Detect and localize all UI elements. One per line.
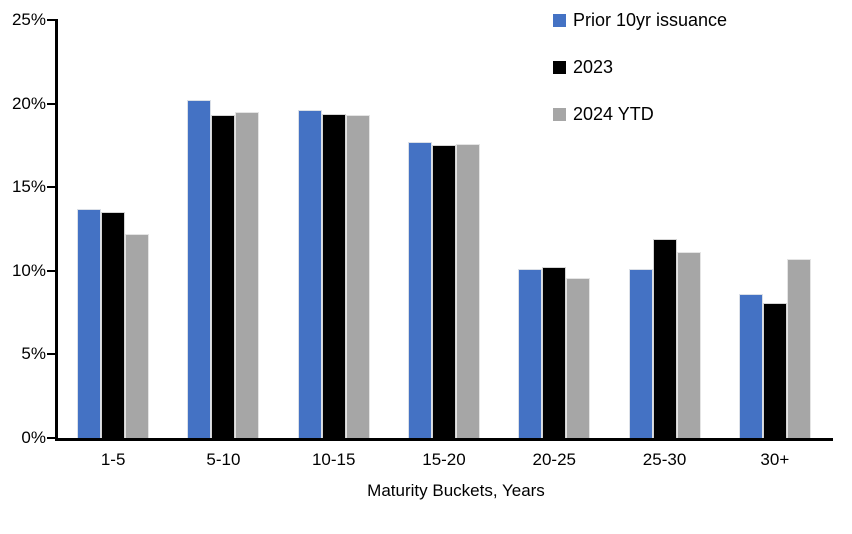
bar-2024-ytd-15-20 xyxy=(455,143,480,438)
bar-2023-15-20 xyxy=(431,145,456,438)
bar-2023-30plus xyxy=(762,302,787,438)
legend-item-2023: 2023 xyxy=(553,57,727,78)
y-axis-tick-label-10: 10% xyxy=(11,260,46,280)
bar-2023-1-5 xyxy=(101,212,126,438)
x-axis-title: Maturity Buckets, Years xyxy=(367,481,545,500)
bar-group-15-20 xyxy=(389,20,499,438)
bar-group-5-10 xyxy=(168,20,278,438)
legend-label-2023: 2023 xyxy=(573,57,614,77)
bar-prior-10yr-issuance-25-30 xyxy=(628,269,653,438)
bar-2023-5-10 xyxy=(211,115,236,438)
legend-swatch-icon xyxy=(553,61,566,74)
x-axis-line xyxy=(55,438,833,441)
y-axis-tick-10 xyxy=(47,269,56,272)
legend-item-2024-ytd: 2024 YTD xyxy=(553,104,727,125)
legend-label-prior-10yr-issuance: Prior 10yr issuance xyxy=(573,10,728,30)
bar-group-25-30 xyxy=(609,20,719,438)
bar-group-10-15 xyxy=(279,20,389,438)
x-axis-label-10-15: 10-15 xyxy=(311,450,356,469)
y-axis-tick-15 xyxy=(47,186,56,189)
legend-swatch-icon xyxy=(553,108,566,121)
bar-prior-10yr-issuance-30plus xyxy=(738,294,763,438)
bar-2023-10-15 xyxy=(321,113,346,438)
legend-label-2024-ytd: 2024 YTD xyxy=(573,104,654,124)
bar-2024-ytd-30plus xyxy=(786,259,811,438)
y-axis-tick-20 xyxy=(47,102,56,105)
bar-group-20-25 xyxy=(499,20,609,438)
y-axis-tick-0 xyxy=(47,437,56,439)
y-axis-tick-label-15: 15% xyxy=(11,177,46,197)
bar-2024-ytd-10-15 xyxy=(345,115,370,438)
bar-2024-ytd-20-25 xyxy=(566,277,591,438)
bar-prior-10yr-issuance-1-5 xyxy=(77,208,102,438)
y-axis-tick-label-5: 5% xyxy=(21,344,46,364)
x-axis-label-20-25: 20-25 xyxy=(532,450,576,469)
y-axis-tick-5 xyxy=(47,353,56,356)
bar-prior-10yr-issuance-5-10 xyxy=(187,100,212,438)
bar-2024-ytd-5-10 xyxy=(235,111,260,438)
legend: Prior 10yr issuance 2023 2024 YTD xyxy=(553,10,727,125)
x-axis-label-25-30: 25-30 xyxy=(642,450,687,469)
bar-group-30plus xyxy=(720,20,830,438)
bar-prior-10yr-issuance-20-25 xyxy=(518,269,543,438)
plot-area xyxy=(58,20,830,438)
y-axis-line xyxy=(55,19,58,440)
x-axis-label-1-5: 1-5 xyxy=(100,450,126,469)
x-axis-label-15-20: 15-20 xyxy=(422,450,466,469)
y-axis-tick-label-25: 25% xyxy=(11,10,46,29)
legend-item-prior-10yr-issuance: Prior 10yr issuance xyxy=(553,10,727,31)
bar-prior-10yr-issuance-10-15 xyxy=(297,110,322,438)
y-axis-tick-label-20: 20% xyxy=(11,93,46,113)
y-axis-tick-label-0: 0% xyxy=(21,428,46,447)
x-axis-label-30plus: 30+ xyxy=(760,450,790,469)
bar-2023-25-30 xyxy=(652,239,677,438)
bar-2024-ytd-1-5 xyxy=(125,234,150,438)
bar-2024-ytd-25-30 xyxy=(676,252,701,438)
bar-group-1-5 xyxy=(58,20,168,438)
y-axis-tick-25 xyxy=(47,19,56,21)
bar-2023-20-25 xyxy=(542,267,567,438)
legend-swatch-icon xyxy=(553,14,566,27)
bar-prior-10yr-issuance-15-20 xyxy=(407,142,432,438)
x-axis-labels: 1-5 5-10 10-15 15-20 20-25 25-30 30+ xyxy=(58,450,830,470)
x-axis-label-5-10: 5-10 xyxy=(206,450,241,469)
